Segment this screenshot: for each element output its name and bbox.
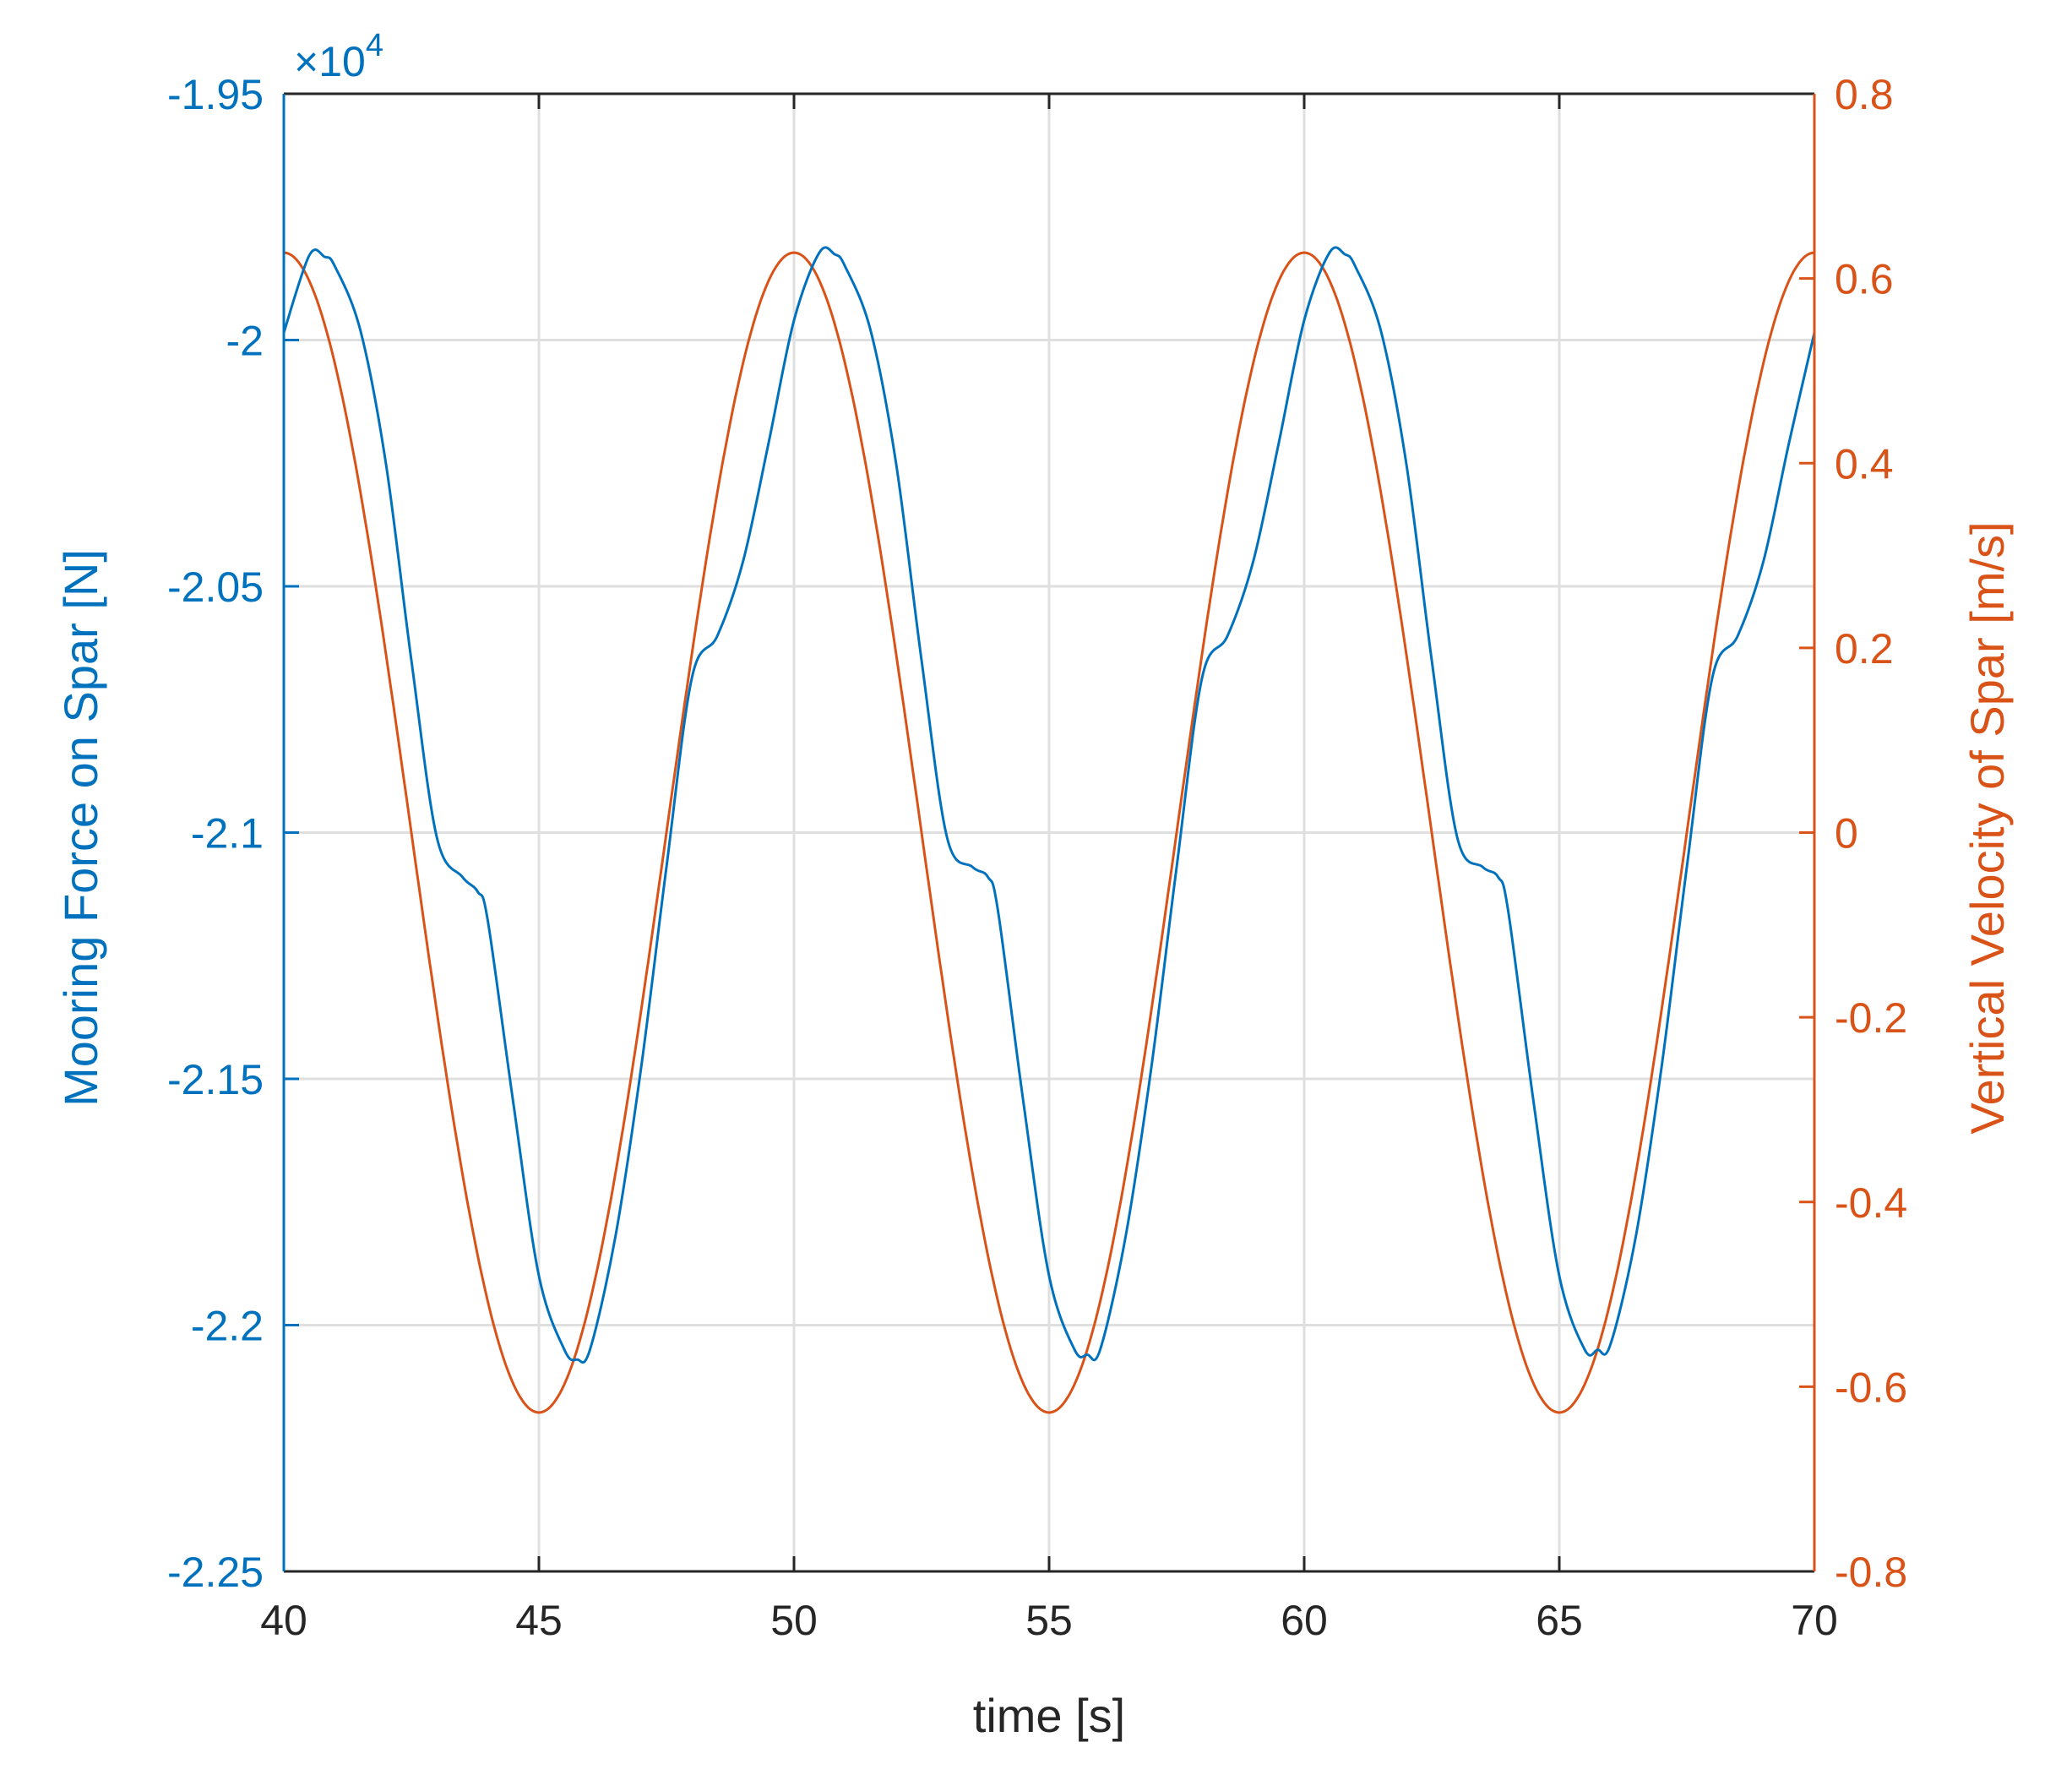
y-right-tick-label: -0.8 — [1835, 1549, 1907, 1596]
y-left-tick-label: -1.95 — [167, 71, 264, 118]
mooring-force-series-line — [282, 246, 1816, 1364]
y-left-tick-label: -2 — [226, 318, 264, 365]
tick-labels: 40 45 50 55 60 65 70 -1.95 -2 -2.05 -2.1 -2.15 -2.2 -… — [167, 71, 1907, 1644]
y-left-tick-label: -2.2 — [191, 1303, 264, 1350]
exponent-base: ×10 — [294, 38, 366, 85]
x-tick-label: 45 — [515, 1597, 563, 1644]
y-left-axis-title: Mooring Force on Spar [N] — [54, 549, 107, 1107]
y-right-tick-label: 0.4 — [1835, 440, 1894, 487]
x-tick-label: 70 — [1791, 1597, 1838, 1644]
x-tick-label: 55 — [1025, 1597, 1073, 1644]
velocity-series-line — [283, 251, 1815, 1414]
grid-lines — [284, 94, 1814, 1571]
y-right-tick-label: 0.2 — [1835, 625, 1894, 672]
y-left-tick-label: -2.15 — [167, 1056, 264, 1103]
y-right-tick-label: 0 — [1835, 810, 1858, 858]
y-right-tick-label: -0.4 — [1835, 1179, 1907, 1227]
x-tick-label: 60 — [1281, 1597, 1328, 1644]
y-right-tick-label: 0.6 — [1835, 256, 1894, 303]
y-left-tick-label: -2.1 — [191, 810, 264, 858]
y-left-tick-label: -2.05 — [167, 564, 264, 611]
x-tick-label: 40 — [260, 1597, 307, 1644]
y-right-tick-label: -0.2 — [1835, 994, 1907, 1042]
y-right-tick-label: 0.8 — [1835, 71, 1894, 118]
y-left-tick-label: -2.25 — [167, 1549, 264, 1596]
x-tick-label: 65 — [1536, 1597, 1583, 1644]
exponent-power: 4 — [366, 28, 383, 63]
exponent-multiplier: ×104 — [294, 28, 383, 85]
x-axis-title: time [s] — [973, 1689, 1125, 1742]
y-right-tick-label: -0.6 — [1835, 1364, 1907, 1411]
x-tick-label: 50 — [770, 1597, 818, 1644]
y-right-axis-title: Vertical Velocity of Spar [m/s] — [1961, 521, 2014, 1134]
plot-series — [282, 246, 1816, 1414]
axes — [282, 92, 1816, 1573]
